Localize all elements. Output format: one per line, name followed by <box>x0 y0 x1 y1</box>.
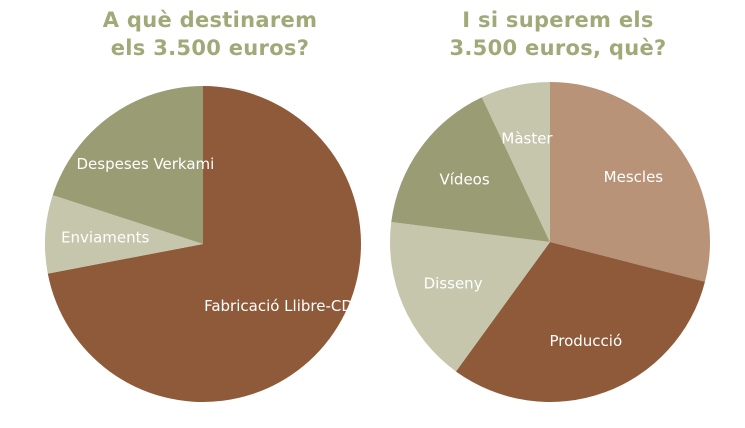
chart-title-left: A què destinarem els 3.500 euros? <box>95 6 325 62</box>
chart-title-right-line-2: 3.500 euros, què? <box>449 36 667 60</box>
pie-slice-disseny <box>389 221 550 372</box>
slice-label-despeses-verkami: Despeses Verkami <box>76 155 214 173</box>
pie-group-left: Fabricació Llibre-CD Enviaments Despeses V… <box>44 85 362 403</box>
slice-label-fabricacio-llibre-cd: Fabricació Llibre-CD <box>204 297 353 315</box>
pie-slice-produccio <box>455 242 705 402</box>
pie-slice-despeses-verkami <box>52 86 204 244</box>
pie-slice-fabricacio-llibre-cd <box>47 85 362 403</box>
chart-title-right: I si superem els 3.500 euros, què? <box>438 6 678 62</box>
pie-group-right: Mescles Producció Disseny Vídeos Màster <box>389 82 710 402</box>
pie-slice-master <box>481 82 550 242</box>
slice-label-disseny: Disseny <box>424 274 483 292</box>
chart-title-left-line-1: A què destinarem <box>102 8 318 32</box>
slice-label-videos: Vídeos <box>440 170 490 188</box>
pie-slice-videos <box>391 97 550 242</box>
pie-slice-enviaments <box>44 195 203 274</box>
slice-label-produccio: Producció <box>549 332 622 350</box>
slice-label-mescles: Mescles <box>604 168 664 186</box>
chart-title-right-line-1: I si superem els <box>462 8 654 32</box>
pie-slice-mescles <box>550 82 710 282</box>
slice-label-master: Màster <box>501 129 553 147</box>
chart-title-left-line-2: els 3.500 euros? <box>110 36 310 60</box>
slice-label-enviaments: Enviaments <box>61 228 149 246</box>
